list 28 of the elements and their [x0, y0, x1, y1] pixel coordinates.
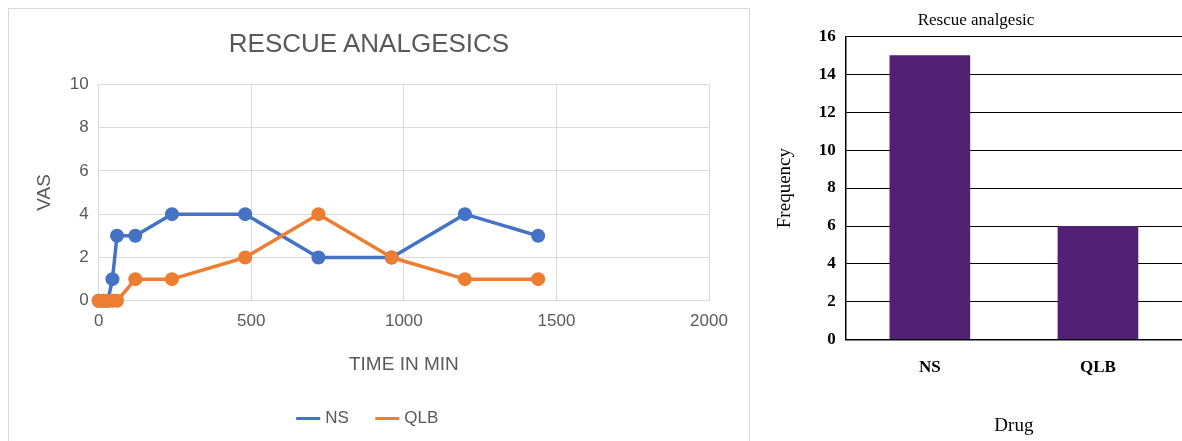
- y-tick-label: 14: [818, 63, 837, 83]
- y-tick-label: 8: [79, 117, 89, 137]
- x-tick-label: 1000: [384, 310, 423, 330]
- x-tick-label: 500: [237, 310, 266, 330]
- y-tick-label: 6: [79, 160, 89, 180]
- y-tick-label: 10: [818, 139, 836, 159]
- x-axis-title: TIME IN MIN: [348, 352, 459, 374]
- x-axis-title: Drug: [994, 413, 1034, 435]
- x-tick-label: 1500: [537, 310, 576, 330]
- y-tick-label: 8: [827, 177, 836, 197]
- y-tick-label: 12: [818, 101, 836, 121]
- y-axis-title: VAS: [32, 174, 54, 211]
- y-tick-label: 0: [79, 290, 89, 310]
- y-tick-label: 4: [79, 203, 89, 223]
- y-tick-label: 0: [827, 329, 836, 349]
- y-tick-label: 10: [69, 73, 89, 93]
- y-tick-label: 2: [79, 247, 89, 267]
- y-tick-label: 6: [827, 215, 836, 235]
- y-tick-label: 2: [827, 291, 836, 311]
- y-axis-title: Frequency: [773, 147, 795, 229]
- legend-label: NS: [325, 408, 349, 428]
- x-tick-label: 2000: [690, 310, 728, 330]
- chart-title: Rescue analgesic: [917, 9, 1035, 29]
- chart-title: RESCUE ANALGESICS: [228, 27, 510, 58]
- legend-label: QLB: [404, 408, 439, 428]
- x-tick-label: 0: [93, 310, 104, 330]
- y-tick-label: 16: [818, 25, 836, 45]
- y-tick-label: 4: [827, 253, 837, 273]
